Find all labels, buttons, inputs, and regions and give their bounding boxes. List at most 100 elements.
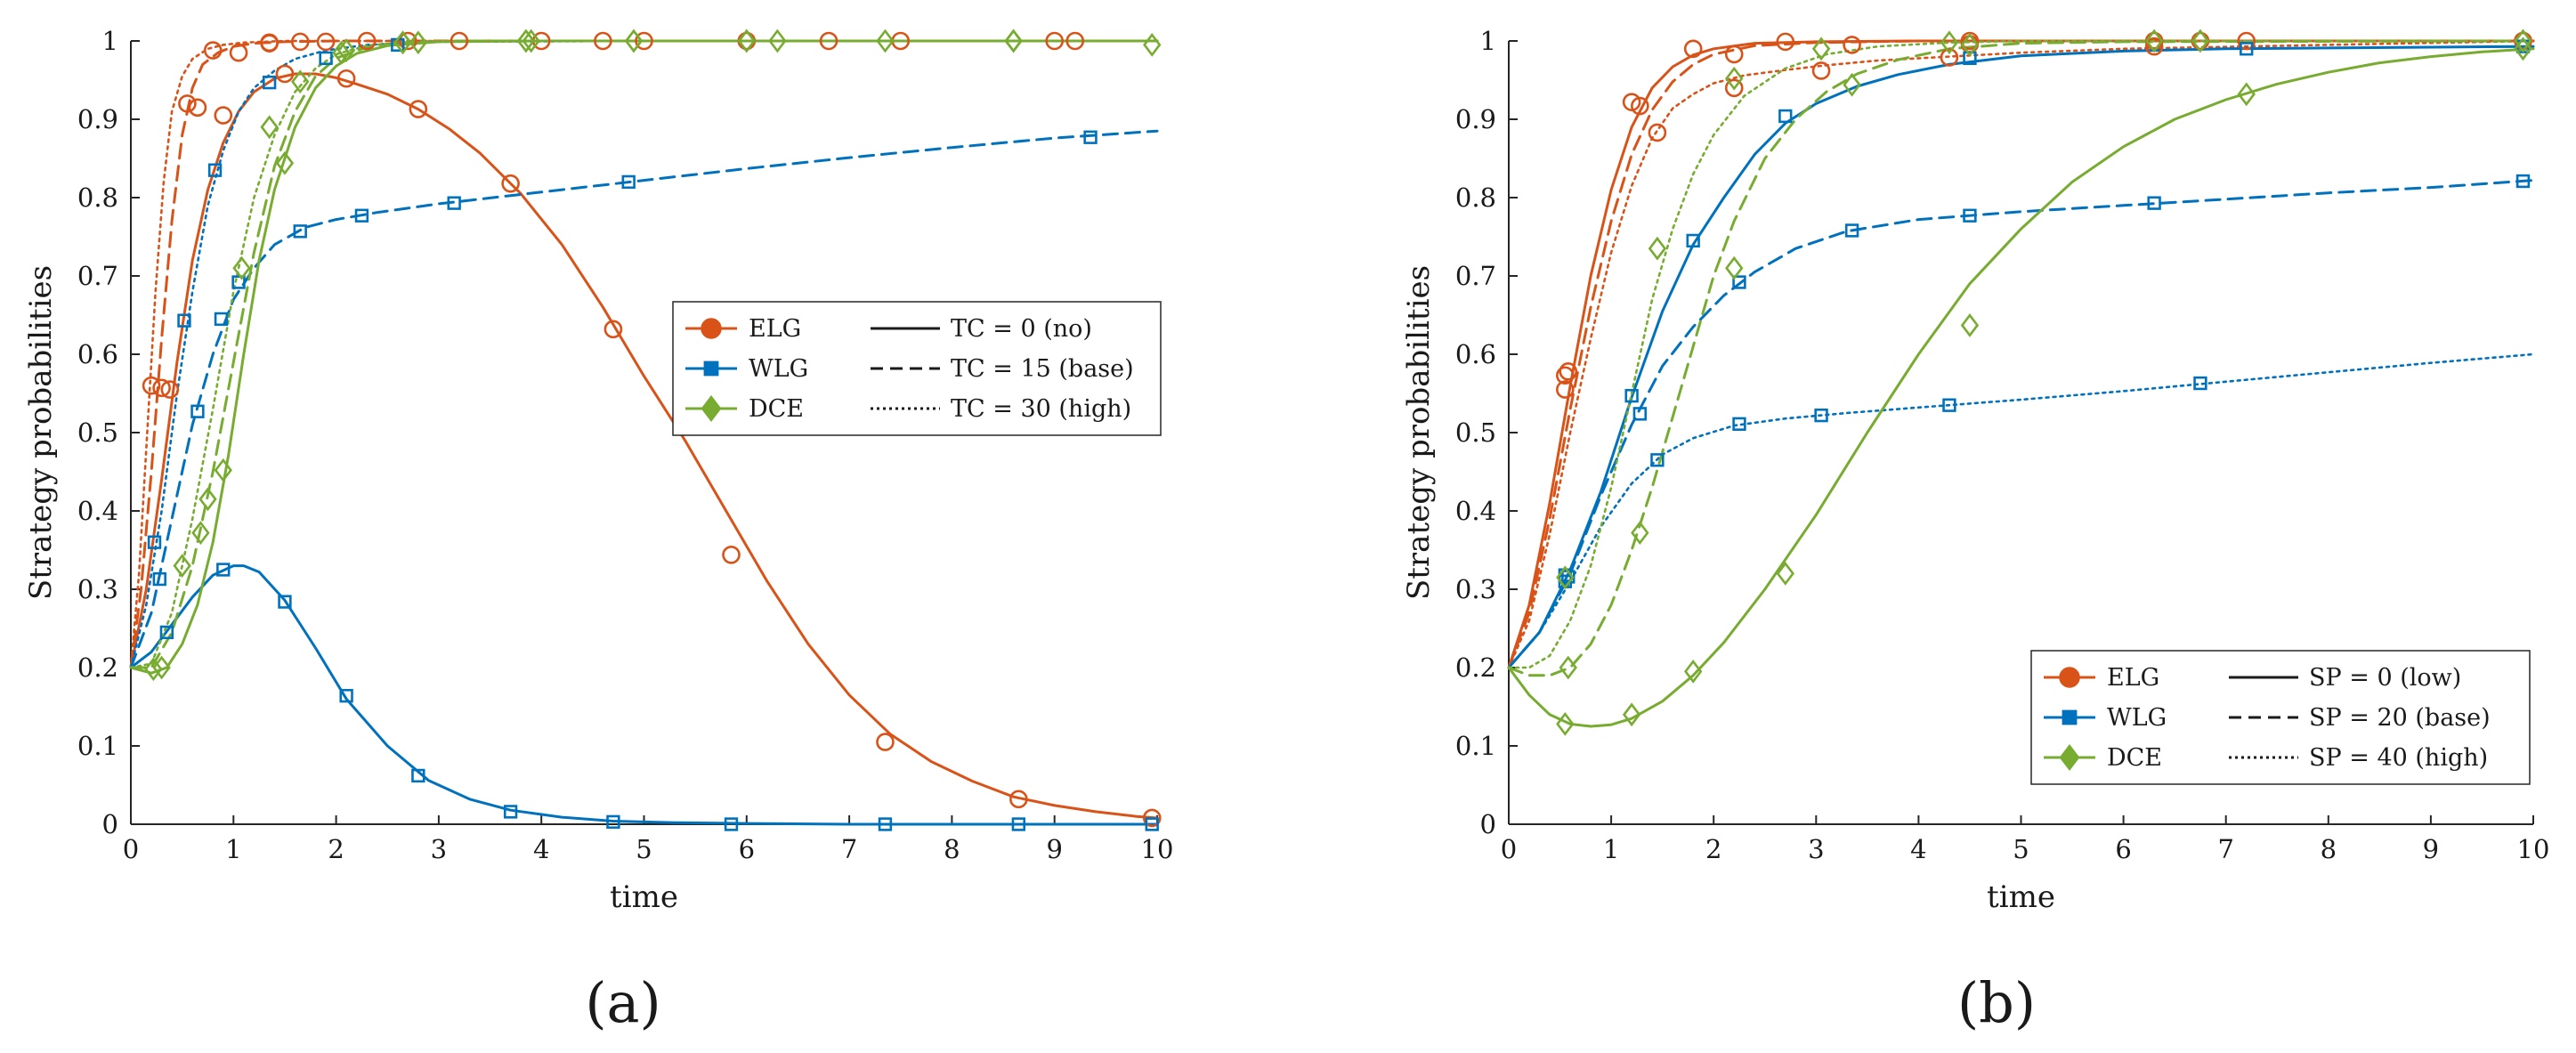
x-tick-label: 10 [1141,834,1174,864]
data-point-wlg-square [1963,208,1977,223]
legend-label-dotted: SP = 40 (high) [2309,744,2488,772]
data-point-dce-diamond [1631,521,1649,546]
data-point-wlg-square [1650,453,1665,467]
data-point-dce-diamond [191,521,210,546]
data-point-elg-circle [178,94,197,113]
panel-label: (b) [1957,970,2036,1035]
y-tick-label: 0.5 [1455,417,1496,448]
data-point-wlg-square [878,817,893,831]
data-point-wlg-square [319,51,333,66]
series-line-dce-dotted [129,39,1159,669]
chart-panel-a: 0 1 2 3 4 5 6 7 8 9 10 0 0.1 0.2 0.3 0.4 0.5 0.6 0.7 0.8 0.9… [23,26,1173,1035]
data-point-elg-circle [1045,31,1064,51]
data-point-elg-circle [1556,366,1575,385]
data-point-wlg-square [606,814,620,830]
chart-panel-b: 0 1 2 3 4 5 6 7 8 9 10 0 0.1 0.2 0.3 0.4 0.5 0.6 0.7 0.8 0.9… [1401,26,2549,1035]
y-tick-label: 0.9 [1455,104,1496,134]
data-point-wlg-square [1145,817,1159,831]
data-point-dce-diamond [1725,255,1744,280]
series-line-dce-dashed [129,39,1159,669]
data-point-elg-circle [876,733,895,751]
series-line-elg-dashed [1507,39,2535,669]
data-point-elg-circle [188,98,207,117]
data-point-wlg-square [503,805,518,819]
data-point-elg-circle [229,43,248,62]
data-point-dce-diamond [214,458,232,482]
data-point-elg-circle [160,380,180,399]
data-point-elg-circle [316,32,336,52]
legend-label-dotted: TC = 30 (high) [951,395,1131,423]
data-point-dce-diamond [1776,562,1794,586]
data-point-elg-circle [819,31,838,51]
data-point-elg-circle [722,545,741,564]
data-point-elg-circle [357,31,377,51]
data-point-elg-circle [635,31,653,51]
y-tick-label: 0.3 [1455,574,1496,604]
series-line-elg-dotted [129,39,1159,669]
data-point-elg-circle [142,376,161,395]
data-point-elg-circle [152,378,171,398]
data-point-dce-diamond [173,554,191,578]
data-point-elg-circle [1556,380,1575,399]
series-line-elg-dotted [1507,39,2535,669]
legend-label-elg: ELG [2107,664,2159,692]
y-tick-label: 0.4 [1455,496,1496,526]
series-line-dce-solid [1507,47,2535,728]
data-point-elg-circle [1559,362,1578,381]
series-line-dce-dotted [1507,39,2535,669]
x-tick-label: 6 [2115,834,2131,864]
y-tick-label: 0.5 [77,417,118,448]
series-line-wlg-dashed [1507,179,2535,669]
x-tick-label: 9 [2423,834,2439,864]
legend: ELG WLG DCE TC = 0 (no) TC = 15 (base) TC = 3… [672,301,1162,436]
data-point-dce-diamond [1556,711,1575,736]
data-point-elg-circle [1940,48,1959,67]
x-tick-label: 7 [2217,834,2233,864]
x-tick-label: 8 [944,834,960,864]
data-point-dce-diamond [336,38,356,62]
data-point-wlg-square [1963,51,1977,66]
data-point-elg-circle [2237,31,2256,51]
data-point-dce-diamond [393,30,412,55]
data-point-wlg-square [147,535,162,549]
data-point-wlg-square [190,404,205,418]
series-line-wlg-dotted [1507,352,2535,669]
data-point-wlg-square [1732,275,1746,289]
x-axis-label: time [1987,879,2055,915]
data-point-dce-diamond [876,28,895,53]
legend-marker-dce [2059,744,2080,771]
data-point-wlg-square [1632,407,1648,421]
data-point-dce-diamond [2144,28,2164,53]
data-point-wlg-square [1942,398,1956,412]
x-tick-label: 3 [1808,834,1824,864]
panel-label: (a) [585,970,660,1035]
data-point-dce-diamond [1940,30,1959,55]
x-tick-label: 3 [431,834,447,864]
x-axis-label: time [610,879,678,915]
y-axis-label: Strategy probabilities [1401,265,1437,600]
y-tick-label: 0.7 [77,261,118,291]
data-point-wlg-square [278,595,292,609]
legend-label-solid: TC = 0 (no) [951,315,1092,343]
legend-label-wlg: WLG [2107,704,2167,732]
data-point-elg-circle [501,174,520,193]
data-point-dce-diamond [1725,66,1744,91]
y-tick-label: 0.6 [77,339,118,369]
y-tick-label: 0.4 [77,496,118,526]
data-point-dce-diamond [1143,33,1162,57]
x-tick-label: 7 [841,834,857,864]
x-tick-label: 0 [1501,834,1517,864]
x-tick-label: 4 [533,834,549,864]
x-tick-label: 5 [636,834,652,864]
series-line-elg-solid [1507,39,2535,669]
data-point-elg-circle [1009,790,1028,809]
y-tick-label: 0.8 [1455,182,1496,213]
data-point-elg-circle [214,106,233,125]
data-point-dce-diamond [516,28,536,53]
data-point-wlg-square [1011,817,1026,831]
data-point-wlg-square [216,563,231,577]
legend-label-wlg: WLG [749,355,808,383]
data-point-dce-diamond [737,28,756,53]
data-point-wlg-square [159,625,174,640]
